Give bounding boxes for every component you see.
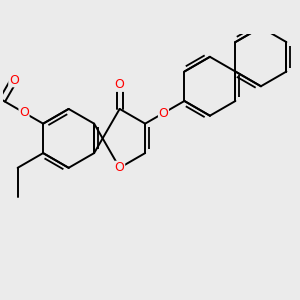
Text: O: O (159, 106, 168, 120)
Text: O: O (115, 78, 124, 91)
Text: O: O (9, 74, 19, 87)
Text: O: O (115, 161, 124, 174)
Text: O: O (19, 106, 29, 119)
